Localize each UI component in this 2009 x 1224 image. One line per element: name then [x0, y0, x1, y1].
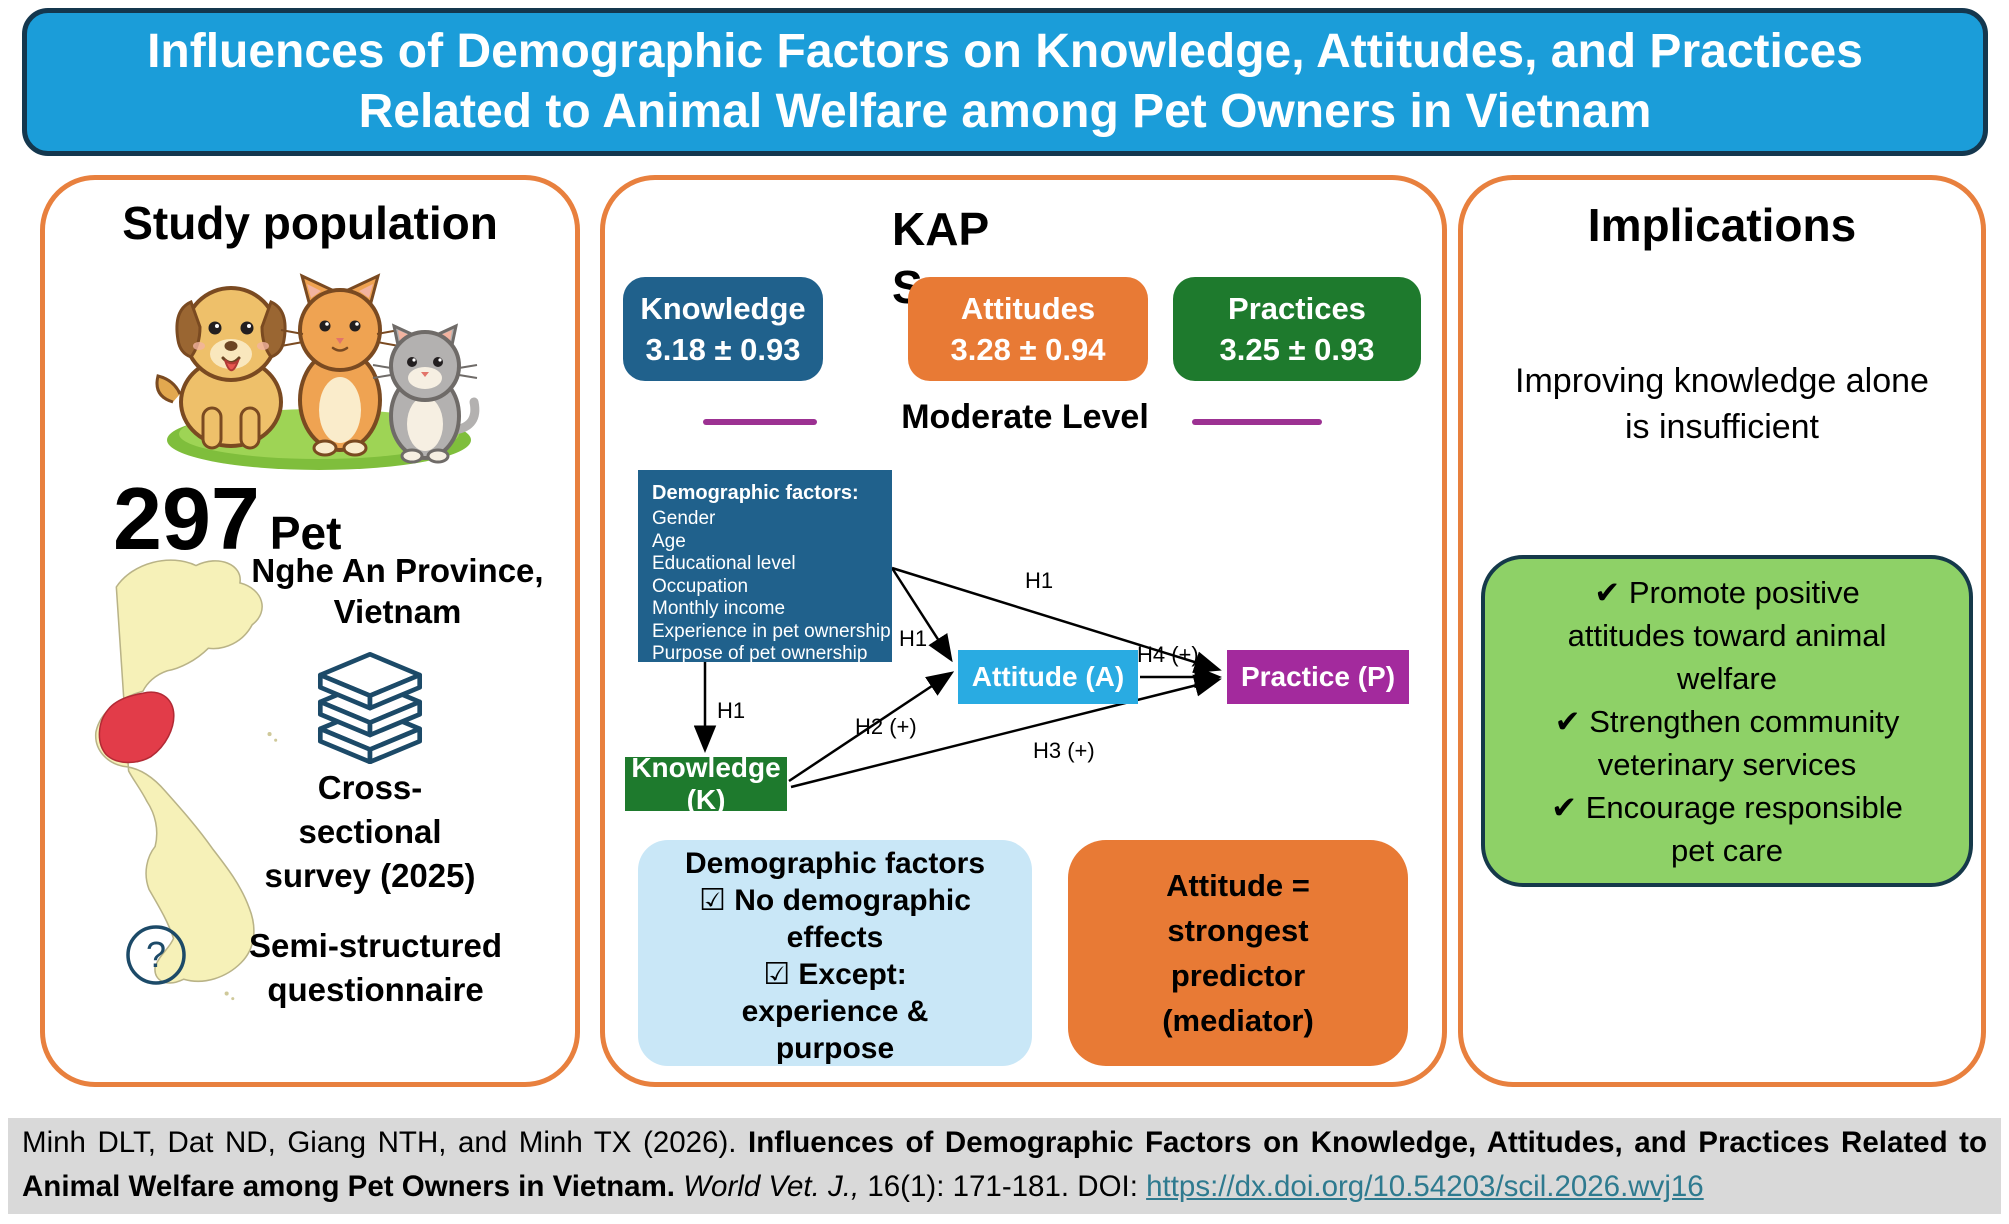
- edge-label-h3: H3 (+): [1033, 738, 1095, 763]
- moderate-level-label: Moderate Level: [901, 398, 1149, 436]
- demographic-factor-item: Experience in pet ownership: [652, 620, 891, 642]
- study-population-panel: Study population: [40, 175, 580, 1087]
- pets-illustration: [155, 273, 480, 470]
- demographic-finding-line: purpose: [775, 1032, 895, 1065]
- books-icon: [317, 651, 423, 764]
- practices-score-box: Practices 3.25 ± 0.93: [1173, 277, 1421, 381]
- demographic-finding-line: ☑ Except:: [763, 958, 907, 991]
- citation-title-part1: Influences of Demographic Factors on Kno…: [748, 1126, 1988, 1159]
- edge-label-h1-down: H1: [717, 698, 746, 723]
- vietnam-map: [95, 559, 278, 1001]
- demographic-finding-line: experience &: [741, 995, 929, 1028]
- questionnaire-line2: questionnaire: [267, 971, 484, 1008]
- implications-statement-line2: is insufficient: [1624, 408, 1820, 446]
- pet-count: 297: [113, 469, 260, 568]
- attitude-finding-box: Attitude = strongest predictor (mediator…: [1068, 840, 1408, 1066]
- attitude-finding-line: strongest: [1167, 913, 1309, 948]
- knowledge-score-box: Knowledge 3.18 ± 0.93: [623, 277, 823, 381]
- kap-results-panel: KAP S Knowledge 3.18 ± 0.93 Attitudes 3.…: [600, 175, 1447, 1087]
- moderate-level-divider-right: [1192, 419, 1322, 425]
- questionnaire-line1: Semi-structured: [248, 927, 503, 964]
- recommendation-line: pet care: [1670, 833, 1783, 868]
- citation-issue-pages: 16(1): 171-181. DOI:: [859, 1170, 1147, 1203]
- citation-bar: Minh DLT, Dat ND, Giang NTH, and Minh TX…: [8, 1118, 2001, 1214]
- knowledge-score-label: Knowledge: [640, 290, 806, 326]
- implications-statement-line1: Improving knowledge alone: [1515, 362, 1929, 400]
- attitude-finding-line: predictor: [1170, 958, 1306, 993]
- implications-title: Implications: [1587, 199, 1857, 251]
- moderate-level-divider-left: [703, 419, 817, 425]
- citation-authors: Minh DLT, Dat ND, Giang NTH, and Minh TX…: [22, 1126, 749, 1159]
- citation-journal: World Vet. J.,: [683, 1170, 860, 1203]
- practice-node: Practice (P): [1227, 650, 1409, 704]
- recommendation-line: attitudes toward animal: [1567, 618, 1887, 653]
- demographic-finding-line: effects: [786, 921, 884, 954]
- question-mark-glyph: ?: [146, 934, 166, 975]
- attitude-node: Attitude (A): [958, 650, 1138, 704]
- dog-illustration: [155, 286, 287, 450]
- edge-label-h1-mid: H1: [899, 626, 928, 651]
- recommendation-line: veterinary services: [1597, 747, 1857, 782]
- demographic-factor-item: Gender: [652, 508, 716, 529]
- recommendations-box: ✔ Promote positive attitudes toward anim…: [1481, 555, 1973, 887]
- practices-score-label: Practices: [1228, 290, 1366, 326]
- study-location: Nghe An Province, Vietnam: [245, 550, 550, 632]
- banner-title-line2: Related to Animal Welfare among Pet Owne…: [358, 85, 1652, 138]
- recommendation-line: ✔ Strengthen community: [1554, 704, 1900, 739]
- study-location-line1: Nghe An Province,: [251, 552, 544, 589]
- sem-path-arrows: [693, 566, 1222, 789]
- demographic-factor-item: Purpose of pet ownership: [652, 643, 868, 664]
- recommendation-line: ✔ Promote positive: [1594, 575, 1860, 610]
- edge-label-h4: H4 (+): [1137, 642, 1199, 667]
- title-banner: Influences of Demographic Factors on Kno…: [22, 8, 1988, 156]
- demographic-factor-item: Monthly income: [652, 598, 786, 619]
- attitudes-score-box: Attitudes 3.28 ± 0.94: [908, 277, 1148, 381]
- edge-label-h2: H2 (+): [855, 714, 917, 739]
- demographic-factor-item: Educational level: [652, 553, 796, 574]
- demographic-factors-title: Demographic factors:: [652, 482, 859, 504]
- doi-link[interactable]: https://dx.doi.org/10.54203/scil.2026.wv…: [1146, 1170, 1704, 1203]
- orange-cat-illustration: [280, 273, 400, 457]
- edge-label-h1-top: H1: [1025, 568, 1054, 593]
- demographic-factor-item: Occupation: [652, 575, 749, 597]
- attitude-finding-line: (mediator): [1162, 1003, 1314, 1038]
- implications-panel: Implications Improving knowledge alone i…: [1458, 175, 1986, 1087]
- survey-line3: survey (2025): [264, 857, 476, 894]
- attitudes-score-label: Attitudes: [960, 290, 1096, 326]
- kap-heading-line1: KAP: [892, 203, 990, 255]
- questionnaire-label: Semi-structured questionnaire: [203, 924, 548, 1012]
- demographic-factors-box: Demographic factors: Gender Age Educatio…: [638, 470, 892, 664]
- demographic-finding-line: ☑ No demographic: [699, 884, 971, 917]
- recommendation-line: ✔ Encourage responsible: [1551, 790, 1903, 825]
- gray-cat-illustration: [372, 323, 480, 464]
- study-location-line2: Vietnam: [333, 593, 462, 630]
- survey-method: Cross- sectional survey (2025): [250, 766, 490, 898]
- demographic-finding-line: Demographic factors: [684, 847, 986, 880]
- demographic-factor-item: Age: [652, 530, 686, 552]
- recommendation-line: welfare: [1677, 661, 1777, 696]
- practices-score-value: 3.25 ± 0.93: [1219, 331, 1375, 367]
- demographic-finding-box: Demographic factors ☑ No demographic eff…: [638, 840, 1032, 1066]
- survey-line2: sectional: [298, 813, 442, 850]
- pet-count-row: 297 Pet: [113, 468, 341, 570]
- knowledge-node: Knowledge (K): [625, 752, 787, 815]
- question-mark-icon: ?: [126, 925, 186, 985]
- banner-title-line1: Influences of Demographic Factors on Kno…: [147, 24, 1863, 78]
- study-population-title: Study population: [122, 197, 498, 249]
- attitudes-score-value: 3.28 ± 0.94: [950, 331, 1106, 367]
- pet-count-unit: Pet: [269, 507, 342, 559]
- attitude-finding-line: Attitude =: [1166, 868, 1310, 903]
- implications-statement: Improving knowledge alone is insufficien…: [1463, 358, 1981, 450]
- knowledge-score-value: 3.18 ± 0.93: [645, 331, 801, 367]
- survey-line1: Cross-: [317, 769, 423, 806]
- citation-line2: Animal Welfare among Pet Owners in Vietn…: [22, 1165, 1987, 1209]
- citation-line1: Minh DLT, Dat ND, Giang NTH, and Minh TX…: [22, 1121, 1987, 1165]
- citation-title-part2: Animal Welfare among Pet Owners in Vietn…: [22, 1170, 684, 1203]
